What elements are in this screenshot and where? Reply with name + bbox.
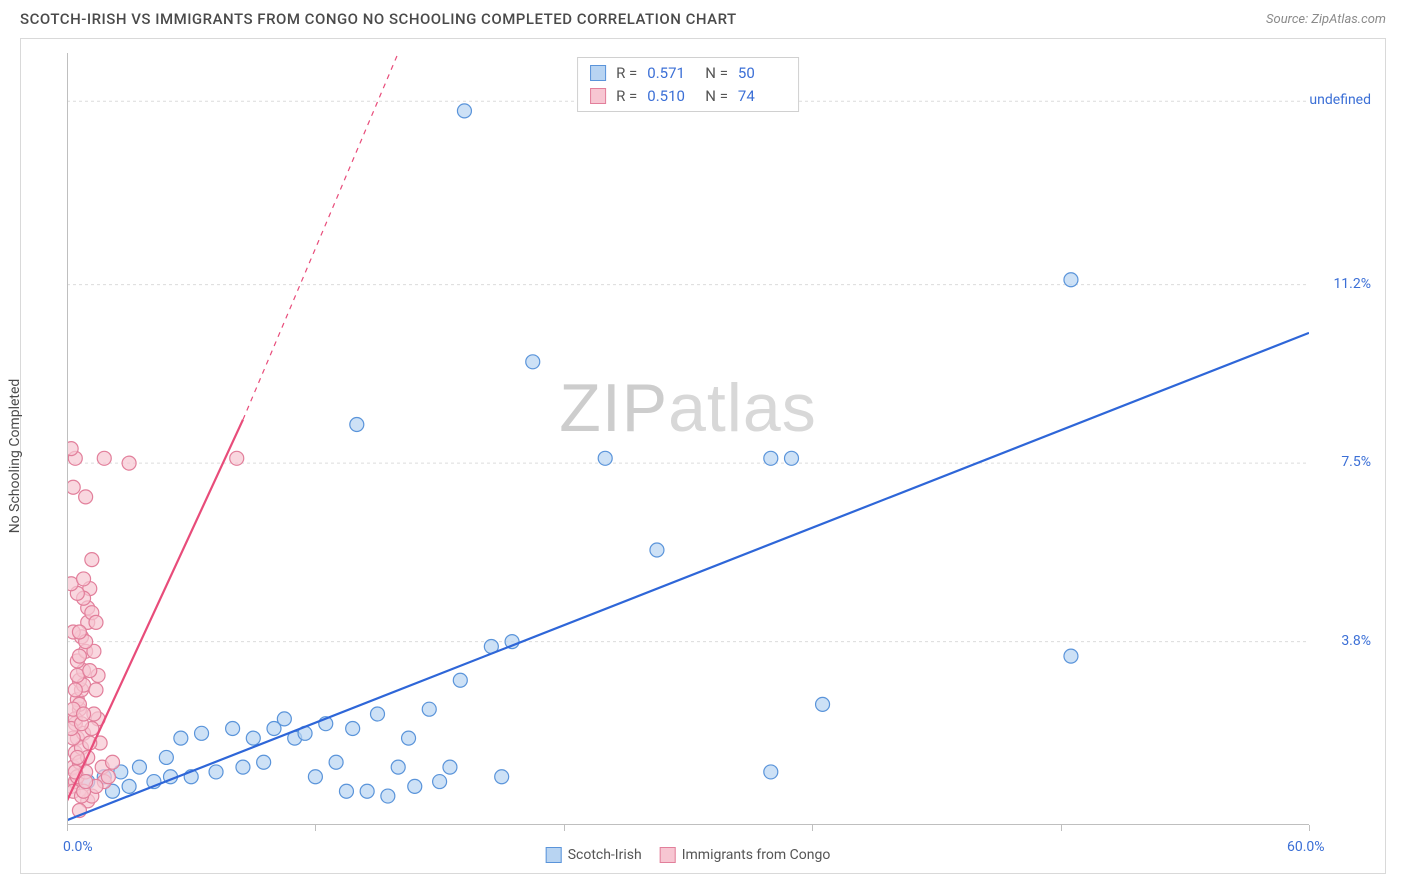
legend-r-label-1: R = [616, 85, 637, 108]
y-tick-label: 11.2% [1333, 276, 1371, 292]
legend-row-1: R = 0.510 N = 74 [590, 85, 786, 108]
plot-svg [67, 53, 1309, 825]
legend-r-value-0: 0.571 [647, 62, 695, 85]
chart-container: No Schooling Completed ZIPatlas R = 0.57… [20, 38, 1386, 874]
x-tick [812, 825, 813, 831]
legend-item-0: Scotch-Irish [546, 847, 642, 863]
correlation-legend: R = 0.571 N = 50 R = 0.510 N = 74 [577, 57, 799, 112]
chart-title: SCOTCH-IRISH VS IMMIGRANTS FROM CONGO NO… [20, 10, 737, 28]
legend-r-label-0: R = [616, 62, 637, 85]
legend-r-value-1: 0.510 [647, 85, 695, 108]
x-tick [1309, 825, 1310, 831]
x-tick-label: 60.0% [1287, 839, 1325, 855]
legend-bottom-swatch-0 [546, 847, 562, 863]
legend-swatch-1 [590, 88, 606, 104]
x-tick [1061, 825, 1062, 831]
plot-area: ZIPatlas R = 0.571 N = 50 R = 0.510 N = … [67, 53, 1309, 825]
series-legend: Scotch-Irish Immigrants from Congo [546, 847, 831, 863]
x-tick [315, 825, 316, 831]
x-tick [67, 825, 68, 831]
legend-series-name-0: Scotch-Irish [568, 847, 642, 863]
legend-series-name-1: Immigrants from Congo [682, 847, 831, 863]
x-tick-label: 0.0% [63, 839, 93, 855]
legend-row-0: R = 0.571 N = 50 [590, 62, 786, 85]
y-tick-label: undefined [1309, 92, 1371, 108]
legend-n-label-0: N = [705, 62, 728, 85]
y-tick-label: 3.8% [1341, 633, 1371, 649]
source-label: Source: ZipAtlas.com [1266, 12, 1386, 27]
legend-n-value-0: 50 [738, 62, 786, 85]
y-axis-label: No Schooling Completed [7, 379, 23, 534]
legend-item-1: Immigrants from Congo [660, 847, 831, 863]
y-tick-label: 7.5% [1341, 454, 1371, 470]
x-tick [564, 825, 565, 831]
legend-n-label-1: N = [705, 85, 728, 108]
legend-bottom-swatch-1 [660, 847, 676, 863]
legend-n-value-1: 74 [738, 85, 786, 108]
legend-swatch-0 [590, 65, 606, 81]
